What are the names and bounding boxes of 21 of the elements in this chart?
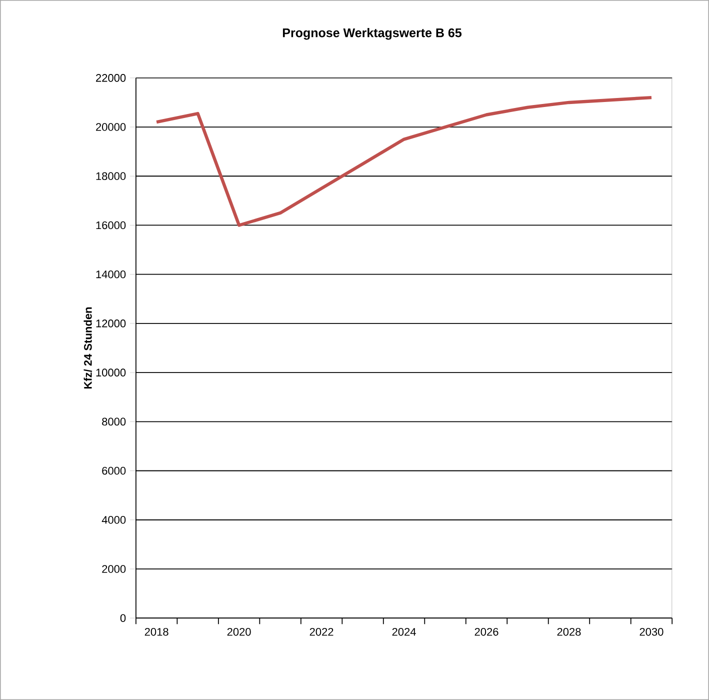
y-tick-label: 22000 [96, 74, 126, 82]
y-tick-label: 8000 [102, 418, 126, 426]
y-tick-label: 0 [120, 614, 126, 622]
y-tick-label: 20000 [96, 123, 126, 131]
x-tick-label: 2028 [557, 628, 581, 636]
y-tick-label: 6000 [102, 466, 126, 475]
y-axis-title: Kfz/ 24 Stunden [84, 307, 92, 389]
x-tick-label: 2024 [392, 628, 416, 636]
y-tick-label: 18000 [96, 172, 126, 180]
y-tick-label: 2000 [102, 565, 126, 573]
y-tick-label: 4000 [102, 516, 126, 524]
y-tick-label: 10000 [96, 368, 126, 376]
y-tick-label: 12000 [96, 320, 126, 328]
x-tick-label: 2020 [227, 628, 251, 636]
y-tick-label: 16000 [96, 221, 126, 230]
x-tick-label: 2030 [640, 628, 664, 636]
x-tick-label: 2026 [474, 628, 498, 636]
x-tick-label: 2018 [144, 628, 168, 636]
x-tick-label: 2022 [310, 628, 334, 636]
y-tick-label: 14000 [96, 270, 126, 278]
chart-title: Prognose Werktagswerte B 65 [282, 28, 462, 40]
